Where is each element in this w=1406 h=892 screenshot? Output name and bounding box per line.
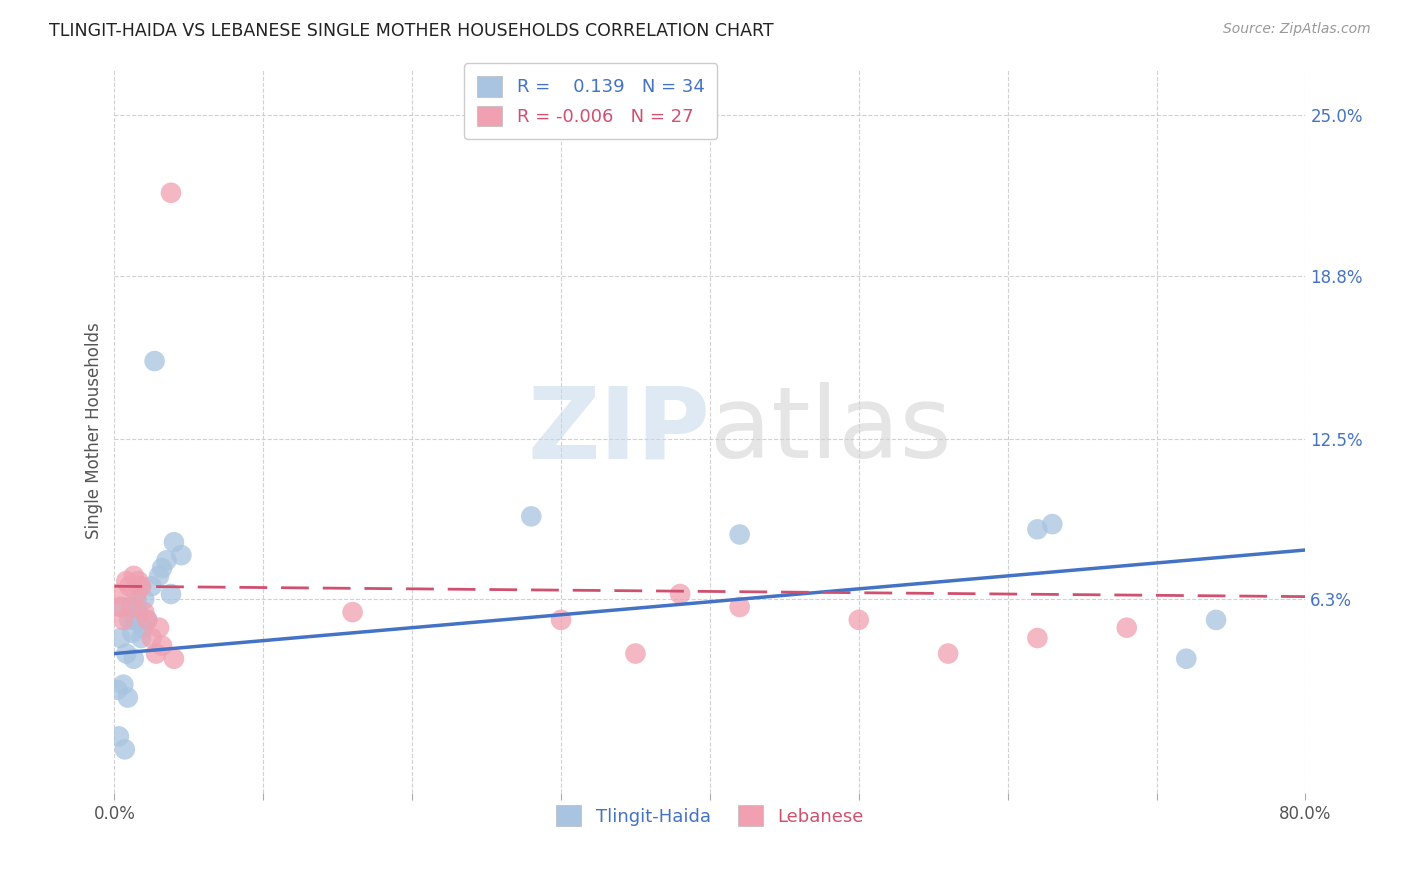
Point [127,605,149,619]
Point [148,569,170,583]
Point [131,621,153,635]
Point [108,730,131,744]
Point [111,599,134,614]
Point [118,613,141,627]
Text: Source: ZipAtlas.com: Source: ZipAtlas.com [1223,22,1371,37]
Point [124,613,146,627]
Point [669,587,692,601]
Point [160,587,183,601]
Point [128,579,150,593]
Point [134,605,156,619]
Point [624,647,647,661]
Point [115,647,138,661]
Point [122,651,145,665]
Text: TLINGIT-HAIDA VS LEBANESE SINGLE MOTHER HOUSEHOLDS CORRELATION CHART: TLINGIT-HAIDA VS LEBANESE SINGLE MOTHER … [49,22,773,40]
Point [1205,613,1227,627]
Point [150,561,173,575]
Point [105,682,128,697]
Legend: Tlingit-Haida, Lebanese: Tlingit-Haida, Lebanese [547,797,873,835]
Y-axis label: Single Mother Households: Single Mother Households [86,323,103,540]
Point [134,592,156,607]
Point [728,599,751,614]
Point [150,639,173,653]
Point [728,527,751,541]
Point [141,631,163,645]
Point [342,605,364,619]
Point [110,631,132,645]
Point [125,587,148,601]
Point [129,631,152,645]
Point [122,569,145,583]
Point [936,647,959,661]
Point [170,548,193,562]
Point [112,678,135,692]
Point [145,647,167,661]
Point [136,613,159,627]
Point [121,625,143,640]
Point [141,579,163,593]
Point [114,742,136,756]
Point [121,599,143,614]
Point [112,613,135,627]
Point [160,186,183,200]
Point [110,599,132,614]
Point [1175,651,1198,665]
Point [155,553,177,567]
Point [163,535,186,549]
Text: ZIP: ZIP [527,383,710,479]
Point [117,690,139,705]
Point [127,574,149,588]
Point [1026,522,1049,536]
Point [143,354,166,368]
Point [1115,621,1137,635]
Point [163,651,186,665]
Text: atlas: atlas [710,383,952,479]
Point [148,621,170,635]
Point [115,574,138,588]
Point [136,613,159,627]
Point [520,509,543,524]
Point [120,599,142,614]
Point [1026,631,1049,645]
Point [848,613,870,627]
Point [105,587,128,601]
Point [550,613,572,627]
Point [129,579,152,593]
Point [1040,517,1063,532]
Point [118,579,141,593]
Point [125,595,148,609]
